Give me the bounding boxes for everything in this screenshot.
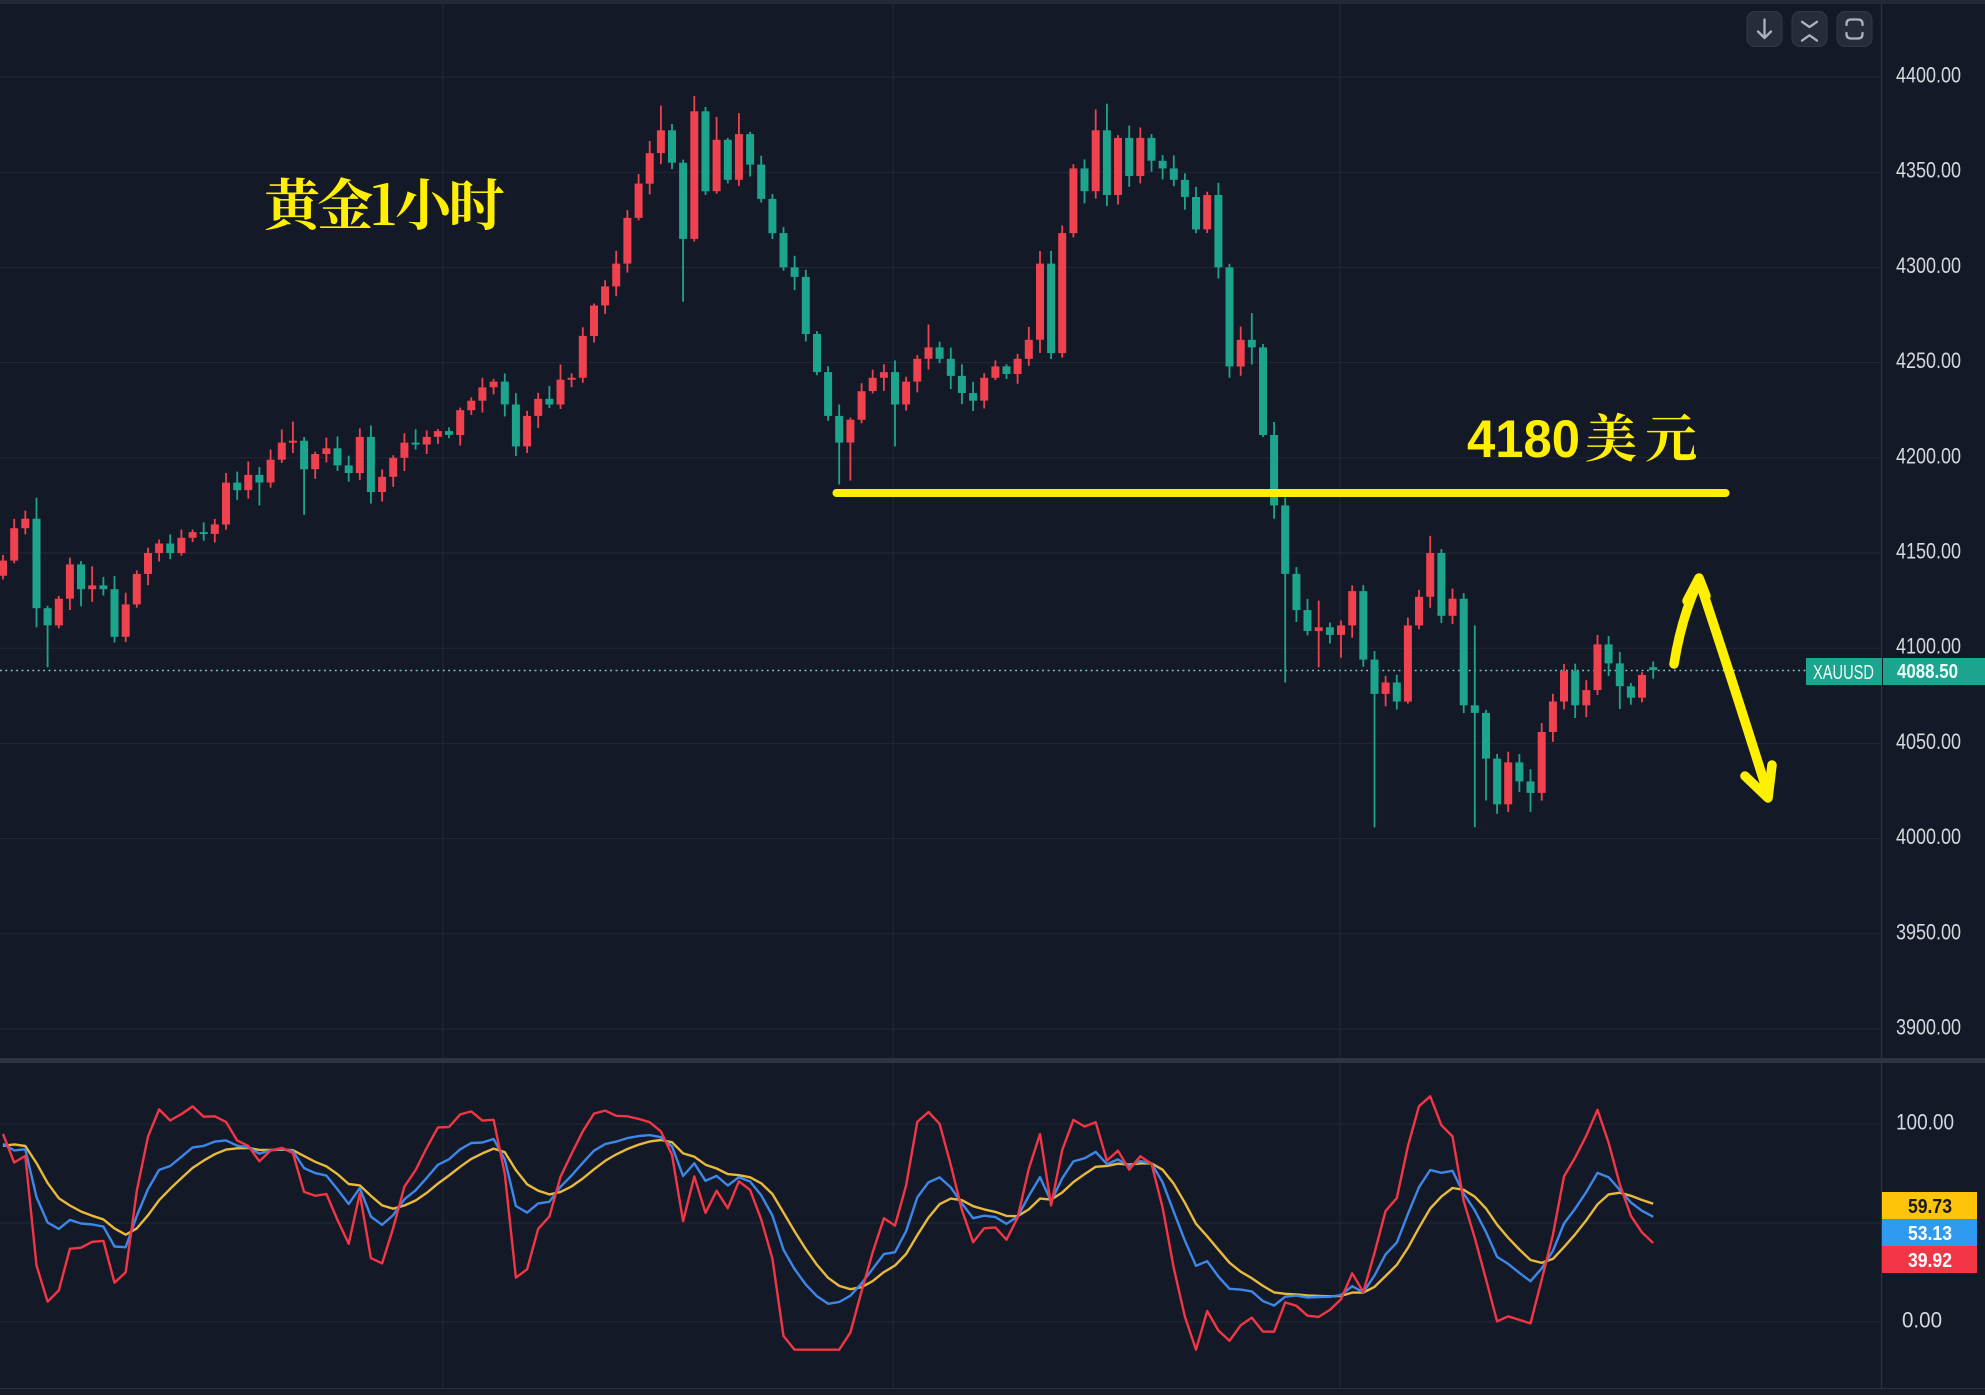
- svg-text:59.73: 59.73: [1908, 1196, 1952, 1218]
- svg-text:4088.50: 4088.50: [1897, 661, 1958, 683]
- svg-text:4050.00: 4050.00: [1896, 729, 1961, 754]
- svg-text:100.00: 100.00: [1896, 1110, 1954, 1135]
- svg-text:4200.00: 4200.00: [1896, 443, 1961, 468]
- svg-text:4250.00: 4250.00: [1896, 348, 1961, 373]
- svg-text:4300.00: 4300.00: [1896, 253, 1961, 278]
- svg-text:3950.00: 3950.00: [1896, 919, 1961, 944]
- svg-text:4150.00: 4150.00: [1896, 539, 1961, 564]
- svg-text:4180: 4180: [1467, 410, 1580, 469]
- svg-text:4400.00: 4400.00: [1896, 63, 1961, 88]
- svg-text:39.92: 39.92: [1908, 1250, 1952, 1272]
- svg-text:0.00: 0.00: [1902, 1308, 1942, 1333]
- svg-text:3900.00: 3900.00: [1896, 1015, 1961, 1040]
- svg-text:4350.00: 4350.00: [1896, 158, 1961, 183]
- svg-text:53.13: 53.13: [1908, 1223, 1952, 1245]
- svg-text:4000.00: 4000.00: [1896, 824, 1961, 849]
- svg-text:XAUUSD: XAUUSD: [1813, 662, 1874, 684]
- svg-text:4100.00: 4100.00: [1896, 634, 1961, 659]
